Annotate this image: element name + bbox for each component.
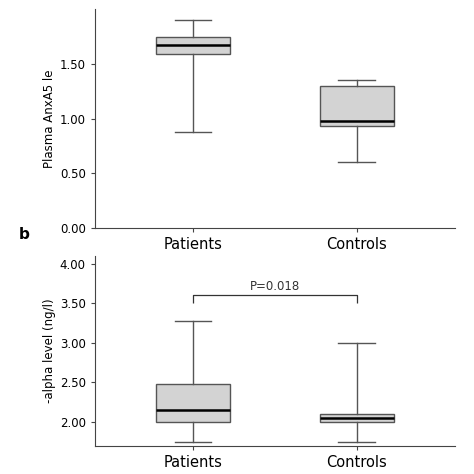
Text: P=0.018: P=0.018 [250,280,300,293]
PathPatch shape [156,37,230,54]
Text: b: b [19,227,30,242]
PathPatch shape [156,384,230,422]
Y-axis label: -alpha level (ng/l): -alpha level (ng/l) [43,299,55,403]
Y-axis label: Plasma AnxA5 le: Plasma AnxA5 le [43,69,55,168]
PathPatch shape [320,414,393,422]
PathPatch shape [320,86,393,126]
